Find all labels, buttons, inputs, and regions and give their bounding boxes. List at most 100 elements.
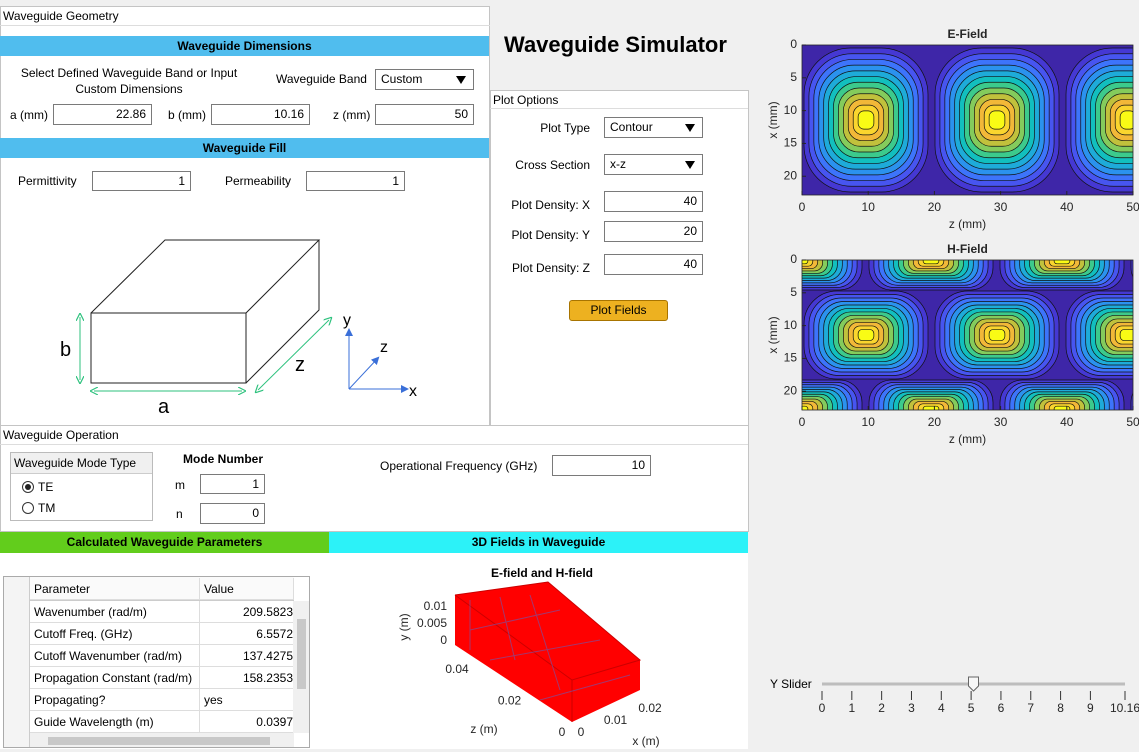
slider-tick-label: 4 (938, 701, 945, 715)
parameters-table: Parameter Value Wavenumber (rad/m) 209.5823… (3, 576, 310, 748)
row-header-column (4, 577, 30, 747)
z-input[interactable]: 50 (375, 104, 474, 125)
dropdown-arrow (456, 76, 466, 84)
density-z-input[interactable]: 40 (604, 254, 703, 275)
x-axis-label: x (m) (632, 734, 659, 748)
contour-plot (693, 45, 1133, 195)
contour-level (1119, 329, 1133, 341)
b-label: b (mm) (168, 108, 206, 122)
contour-level (707, 88, 762, 152)
table-header (30, 577, 294, 601)
band-label: Waveguide Band (276, 72, 367, 86)
cross-section-value: x-z (610, 157, 626, 171)
y-tick-label: 20 (784, 383, 798, 397)
plot-title: E-field and H-field (491, 566, 593, 580)
x-tick-label: 0.01 (604, 713, 628, 727)
contour-level (1130, 392, 1133, 410)
band-prompt: Select Defined Waveguide Band or Input C… (20, 66, 238, 96)
contour-level (722, 326, 748, 344)
dropdown-arrow (685, 124, 695, 132)
slider-thumb[interactable] (968, 676, 979, 692)
y-tick-label: 0.005 (417, 616, 447, 630)
n-input[interactable]: 0 (200, 503, 265, 524)
radio-button[interactable] (22, 481, 34, 493)
parameters-header: Calculated Waveguide Parameters (0, 532, 329, 553)
z-tick-label: 0.04 (445, 662, 469, 676)
panel-title: Waveguide Geometry (3, 9, 119, 23)
x-tick-label: 0 (799, 200, 806, 214)
table-cell: yes (200, 689, 294, 711)
column-header: Parameter (30, 578, 200, 600)
a-input[interactable]: 22.86 (53, 104, 152, 125)
m-input[interactable]: 1 (200, 474, 265, 494)
y-tick-label: 5 (790, 285, 797, 299)
radio-button[interactable] (22, 502, 34, 514)
waveguide-diagram (80, 239, 409, 391)
y-tick-label: 0.01 (424, 599, 448, 613)
z-tick-label: 0.02 (498, 694, 522, 708)
panel-title: Plot Options (493, 93, 559, 107)
slider-tick-label: 7 (1027, 701, 1034, 715)
group-header (11, 453, 152, 474)
contour-level (857, 329, 875, 341)
app-title: Waveguide Simulator (504, 32, 727, 57)
contour-level (988, 329, 1006, 341)
plot-type-dropdown[interactable]: Contour (604, 117, 703, 138)
axis-z: z (380, 339, 388, 356)
density-x-label: Plot Density: X (511, 198, 590, 212)
column-header: Value (200, 578, 294, 600)
contour-level (802, 405, 809, 410)
y-tick-label: 0 (440, 633, 447, 647)
z-tick-label: 0 (559, 725, 566, 739)
y-tick-label: 15 (784, 136, 798, 150)
divider (0, 444, 748, 445)
plot-fields-button[interactable]: Plot Fields (569, 300, 668, 321)
diagram-b: b (60, 339, 72, 361)
contour-level (698, 77, 773, 164)
contour-level (727, 329, 743, 340)
table-cell: Cutoff Wavenumber (rad/m) (30, 645, 200, 667)
frequency-input[interactable]: 10 (552, 455, 651, 476)
x-axis-label: z (mm) (949, 217, 986, 231)
plot-frame (801, 44, 1134, 196)
contour-level (727, 111, 743, 129)
cross-section-dropdown[interactable]: x-z (604, 154, 703, 175)
radio-label: TE (38, 480, 54, 494)
table-cell: 6.5572 (200, 623, 294, 645)
slider-tick-label: 3 (908, 701, 915, 715)
contour-level (922, 405, 940, 410)
density-z-label: Plot Density: Z (511, 261, 590, 275)
density-x-input[interactable]: 40 (604, 191, 703, 212)
mode-type-label: Waveguide Mode Type (14, 456, 137, 470)
permittivity-input[interactable]: 1 (92, 171, 191, 191)
b-input[interactable]: 10.16 (211, 104, 310, 125)
y-axis-label: y (m) (397, 613, 411, 640)
fields-3d-header: 3D Fields in Waveguide (329, 532, 748, 553)
x-axis-label: z (mm) (949, 432, 986, 446)
y-tick-label: 10 (784, 103, 798, 117)
density-y-input[interactable]: 20 (604, 221, 703, 242)
slider-tick-label: 9 (1087, 701, 1094, 715)
m-label: m (175, 478, 185, 492)
y-tick-label: 20 (784, 168, 798, 182)
slider-tick-label: 0 (819, 701, 826, 715)
frequency-label: Operational Frequency (GHz) (380, 459, 538, 473)
slider-tick-label: 6 (998, 701, 1005, 715)
band-value: Custom (381, 72, 423, 86)
permeability-label: Permeability (225, 174, 292, 188)
y-tick-label: 0 (790, 252, 797, 266)
contour-level (693, 71, 778, 169)
radio-dot (25, 484, 31, 490)
contour-level (717, 99, 752, 140)
cross-section-label: Cross Section (515, 158, 590, 172)
x-tick-label: 20 (928, 415, 942, 429)
y-tick-label: 10 (784, 318, 798, 332)
contour-level (707, 315, 762, 354)
table-cell: 158.2353 (200, 667, 294, 689)
x-tick-label: 40 (1060, 415, 1074, 429)
slider-label: Y Slider (770, 677, 812, 691)
contour-level (712, 94, 757, 147)
permeability-input[interactable]: 1 (306, 171, 405, 191)
band-dropdown[interactable]: Custom (375, 69, 474, 90)
x-tick-label: 30 (994, 415, 1008, 429)
